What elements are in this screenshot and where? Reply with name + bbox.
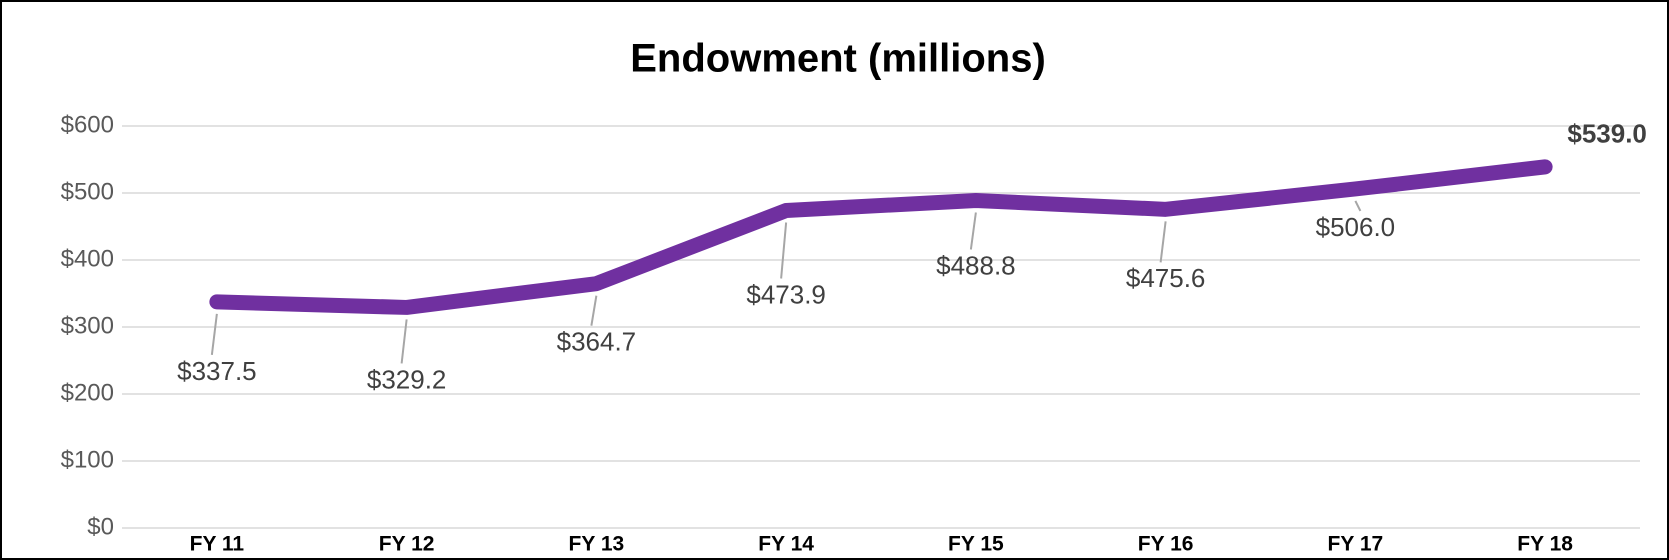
y-tick-label: $400 <box>61 245 114 272</box>
y-tick-label: $500 <box>61 178 114 205</box>
x-tick-label: FY 12 <box>379 533 435 556</box>
data-label: $506.0 <box>1316 212 1396 242</box>
x-tick-label: FY 18 <box>1517 533 1573 556</box>
y-tick-label: $0 <box>87 513 114 540</box>
x-tick-label: FY 14 <box>758 533 814 556</box>
data-label: $475.6 <box>1126 263 1206 293</box>
x-tick-label: FY 16 <box>1138 533 1194 556</box>
leader-line <box>780 222 788 279</box>
data-label: $364.7 <box>557 327 637 357</box>
data-label: $488.8 <box>936 250 1016 280</box>
data-label: $337.5 <box>177 356 257 386</box>
x-tick-label: FY 15 <box>948 533 1004 556</box>
leader-line <box>210 313 218 355</box>
line <box>209 159 1553 315</box>
leader-line <box>400 319 408 364</box>
x-tick-label: FY 17 <box>1328 533 1384 556</box>
data-label: $329.2 <box>367 364 447 394</box>
leader-line <box>969 212 977 250</box>
leader-line <box>1354 200 1362 212</box>
x-tick-label: FY 13 <box>569 533 625 556</box>
y-tick-label: $300 <box>61 312 114 339</box>
x-tick-label: FY 11 <box>190 533 245 556</box>
chart-title: Endowment (millions) <box>630 37 1046 81</box>
leader-line <box>590 295 598 326</box>
leader-line <box>1159 221 1167 263</box>
data-label: $539.0 <box>1567 119 1647 149</box>
y-tick-label: $100 <box>61 446 114 473</box>
y-tick-label: $200 <box>61 379 114 406</box>
y-tick-label: $600 <box>61 111 114 138</box>
data-label: $473.9 <box>746 279 826 309</box>
